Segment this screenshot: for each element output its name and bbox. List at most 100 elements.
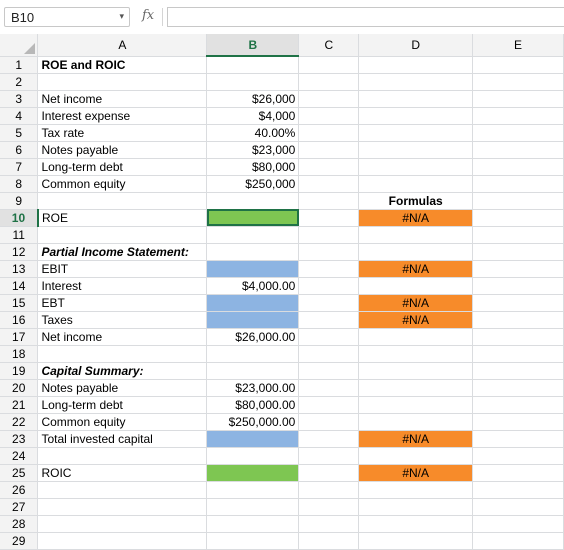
cell-e5[interactable]: [472, 124, 564, 142]
row-header[interactable]: 4: [0, 107, 39, 125]
cell-a26[interactable]: [37, 481, 208, 499]
cell-a23[interactable]: Total invested capital: [37, 430, 208, 448]
cell-b24[interactable]: [206, 447, 300, 465]
cell-c2[interactable]: [298, 73, 360, 91]
cell-c24[interactable]: [298, 447, 360, 465]
cell-e7[interactable]: [472, 158, 564, 176]
cell-b29[interactable]: [206, 532, 300, 550]
row-header[interactable]: 21: [0, 396, 39, 414]
row-header[interactable]: 16: [0, 311, 39, 329]
cell-b21[interactable]: $80,000.00: [206, 396, 300, 414]
cell-e12[interactable]: [472, 243, 564, 261]
cell-c9[interactable]: [298, 192, 360, 210]
cell-d25[interactable]: #N/A: [358, 464, 474, 482]
cell-c4[interactable]: [298, 107, 360, 125]
row-header[interactable]: 1: [0, 56, 39, 74]
cell-b28[interactable]: [206, 515, 300, 533]
cell-e22[interactable]: [472, 413, 564, 431]
cell-b5[interactable]: 40.00%: [206, 124, 300, 142]
cell-c28[interactable]: [298, 515, 360, 533]
row-header[interactable]: 2: [0, 73, 39, 91]
cell-a12[interactable]: Partial Income Statement:: [37, 242, 208, 261]
cell-e19[interactable]: [472, 362, 564, 380]
cell-d27[interactable]: [358, 498, 474, 516]
cell-a10[interactable]: ROE: [37, 208, 208, 227]
cell-a8[interactable]: Common equity: [37, 175, 208, 193]
cell-c19[interactable]: [298, 362, 360, 380]
cell-c22[interactable]: [298, 413, 360, 431]
cell-b23[interactable]: [206, 430, 300, 448]
cell-b18[interactable]: [206, 345, 300, 363]
cell-b10[interactable]: [206, 209, 300, 227]
cell-c7[interactable]: [298, 158, 360, 176]
row-header[interactable]: 14: [0, 277, 39, 295]
cell-d7[interactable]: [358, 158, 474, 176]
cell-e14[interactable]: [472, 277, 564, 295]
cell-c12[interactable]: [298, 243, 360, 261]
row-header[interactable]: 20: [0, 379, 39, 397]
cell-b2[interactable]: [206, 73, 300, 91]
row-header[interactable]: 28: [0, 515, 39, 533]
cell-d17[interactable]: [358, 328, 474, 346]
cell-a6[interactable]: Notes payable: [37, 141, 208, 159]
cell-c10[interactable]: [298, 209, 360, 227]
row-header[interactable]: 24: [0, 447, 39, 465]
cell-b20[interactable]: $23,000.00: [206, 379, 300, 397]
cell-e23[interactable]: [472, 430, 564, 448]
cell-e8[interactable]: [472, 175, 564, 193]
cell-b26[interactable]: [206, 481, 300, 499]
cell-d9[interactable]: Formulas: [358, 192, 474, 210]
column-header-e[interactable]: E: [472, 34, 564, 57]
cell-e28[interactable]: [472, 515, 564, 533]
cell-c8[interactable]: [298, 175, 360, 193]
row-header[interactable]: 29: [0, 532, 39, 550]
cell-d22[interactable]: [358, 413, 474, 431]
cell-d13[interactable]: #N/A: [358, 260, 474, 278]
cell-a15[interactable]: EBT: [37, 294, 208, 312]
cell-e20[interactable]: [472, 379, 564, 397]
cell-c20[interactable]: [298, 379, 360, 397]
cell-e2[interactable]: [472, 73, 564, 91]
cell-e1[interactable]: [472, 56, 564, 74]
cell-e29[interactable]: [472, 532, 564, 550]
cell-e6[interactable]: [472, 141, 564, 159]
cell-d28[interactable]: [358, 515, 474, 533]
cell-d14[interactable]: [358, 277, 474, 295]
cell-d8[interactable]: [358, 175, 474, 193]
cell-c18[interactable]: [298, 345, 360, 363]
row-header[interactable]: 22: [0, 413, 39, 431]
cell-d1[interactable]: [358, 56, 474, 74]
cell-e27[interactable]: [472, 498, 564, 516]
cell-e9[interactable]: [472, 192, 564, 210]
cell-a24[interactable]: [37, 447, 208, 465]
cell-c1[interactable]: [298, 56, 360, 74]
cell-c14[interactable]: [298, 277, 360, 295]
row-header[interactable]: 10: [0, 209, 39, 227]
cell-c6[interactable]: [298, 141, 360, 159]
cell-d21[interactable]: [358, 396, 474, 414]
cell-a17[interactable]: Net income: [37, 328, 208, 346]
cell-b12[interactable]: [206, 242, 300, 261]
cell-c17[interactable]: [298, 328, 360, 346]
cell-c13[interactable]: [298, 260, 360, 278]
select-all-corner[interactable]: [0, 34, 39, 57]
cell-a2[interactable]: [37, 73, 208, 91]
cell-c26[interactable]: [298, 481, 360, 499]
cell-a14[interactable]: Interest: [37, 277, 208, 295]
cell-b25[interactable]: [206, 464, 300, 482]
cell-b8[interactable]: $250,000: [206, 175, 300, 193]
cell-d18[interactable]: [358, 345, 474, 363]
row-header[interactable]: 12: [0, 243, 39, 261]
cell-a11[interactable]: [37, 226, 208, 244]
cell-e25[interactable]: [472, 464, 564, 482]
cell-c3[interactable]: [298, 90, 360, 108]
row-header[interactable]: 5: [0, 124, 39, 142]
cell-e11[interactable]: [472, 226, 564, 244]
cell-a29[interactable]: [37, 532, 208, 550]
cell-c29[interactable]: [298, 532, 360, 550]
cell-c25[interactable]: [298, 464, 360, 482]
cell-b6[interactable]: $23,000: [206, 141, 300, 159]
cell-d11[interactable]: [358, 226, 474, 244]
cell-a19[interactable]: Capital Summary:: [37, 361, 208, 380]
cell-b14[interactable]: $4,000.00: [206, 277, 300, 295]
